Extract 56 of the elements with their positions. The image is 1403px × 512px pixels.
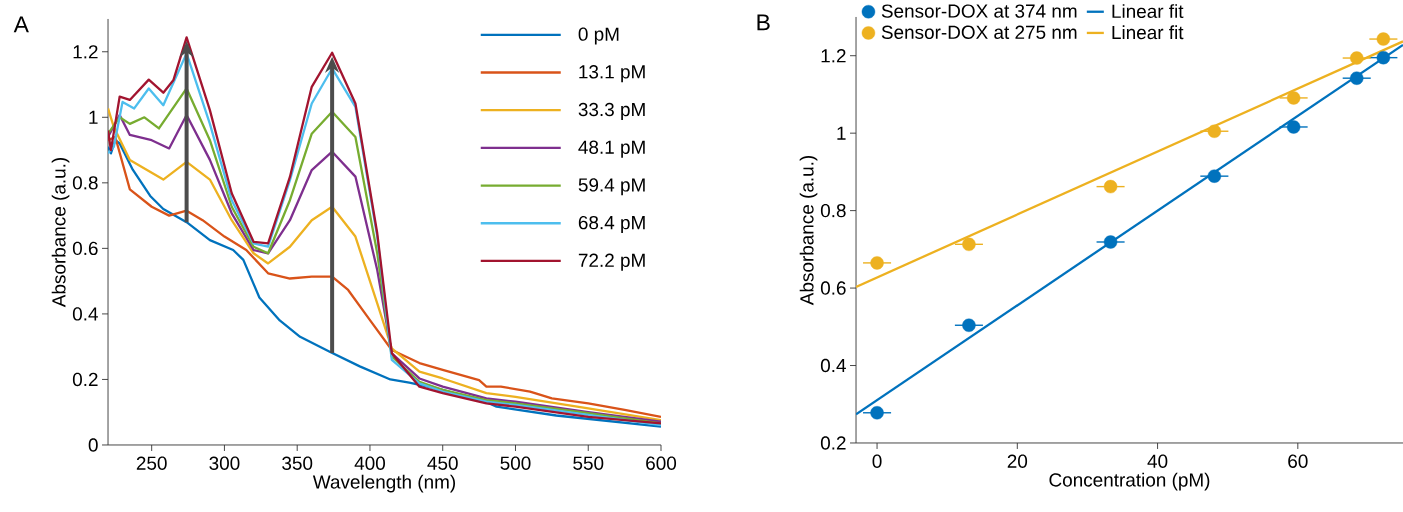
x-tick-label: 450 <box>427 456 458 470</box>
point <box>1103 235 1118 249</box>
y-tick-label: 1 <box>837 126 846 140</box>
x-tick-label: 0 <box>872 454 882 468</box>
point <box>1286 91 1301 105</box>
x-tick-label: 40 <box>1147 454 1168 468</box>
y-tick-label: 0.2 <box>72 372 98 387</box>
point <box>1286 120 1301 134</box>
y-axis-title: Absorbance (a.u.) <box>799 155 818 306</box>
point <box>962 237 976 252</box>
legend-label: 68.4 pM <box>578 215 645 234</box>
x-tick-label: 300 <box>209 456 240 470</box>
legend-label: 0 pM <box>578 27 619 45</box>
legend-label: Linear fit <box>1112 4 1184 19</box>
x-tick-label: 60 <box>1288 454 1308 468</box>
point <box>870 406 884 420</box>
point <box>1376 32 1391 46</box>
legend-label: 33.3 pM <box>578 102 645 120</box>
chart-title: A <box>13 16 29 33</box>
legend-label: 13.1 pM <box>579 65 645 83</box>
legend-label: 48.1 pM <box>578 140 645 158</box>
y-tick-label: 0.8 <box>820 203 846 218</box>
x-tick-label: 550 <box>573 456 604 470</box>
x-tick-label: 600 <box>646 456 677 470</box>
legend-label: Sensor-DOX at 275 nm <box>881 25 1077 39</box>
y-tick-label: 0.2 <box>820 436 846 450</box>
y-tick-label: 0.4 <box>820 358 846 373</box>
y-tick-label: 0.8 <box>72 176 98 190</box>
point <box>1103 179 1118 194</box>
y-tick-label: 0.6 <box>72 241 98 256</box>
x-axis-title: Concentration (pM) <box>1049 472 1210 491</box>
point <box>1207 124 1222 138</box>
point <box>1207 169 1222 183</box>
legend-label: 59.4 pM <box>578 178 645 196</box>
x-tick-label: 500 <box>500 456 531 470</box>
point <box>962 318 976 332</box>
x-tick-label: 250 <box>136 456 167 470</box>
point <box>1350 71 1364 85</box>
x-tick-label: 350 <box>282 456 313 470</box>
chart-title: B <box>757 14 770 31</box>
point <box>870 256 884 270</box>
point <box>1350 51 1364 65</box>
y-tick-label: 0.6 <box>820 281 846 295</box>
y-tick-label: 0.4 <box>72 307 98 321</box>
y-tick-label: 1 <box>89 110 98 124</box>
legend-label: Sensor-DOX at 374 nm <box>881 4 1077 18</box>
legend-label: 72.2 pM <box>578 253 645 271</box>
y-tick-label: 1.2 <box>821 49 846 63</box>
legend-label: Linear fit <box>1112 25 1184 40</box>
y-tick-label: 0 <box>88 438 98 452</box>
y-tick-label: 1.2 <box>73 45 98 59</box>
x-tick-label: 20 <box>1007 454 1028 468</box>
point <box>1376 50 1391 65</box>
x-axis-title: Wavelength (nm) <box>312 474 456 493</box>
x-tick-label: 400 <box>354 456 385 470</box>
y-axis-title: Absorbance (a.u.) <box>51 157 70 308</box>
